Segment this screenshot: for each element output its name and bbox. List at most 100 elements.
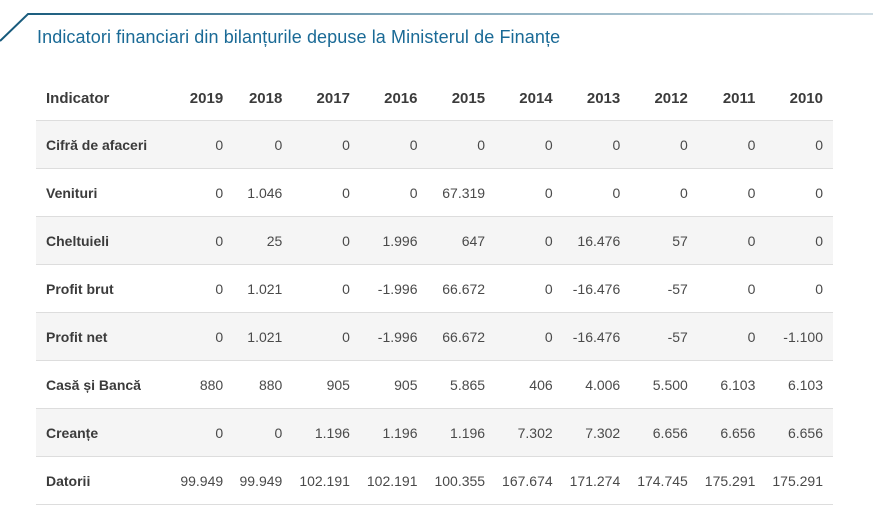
cell-value: 99.949: [174, 456, 234, 505]
table-row: Cifră de afaceri 0 0 0 0 0 0 0 0 0 0: [36, 120, 833, 169]
cell-value: 66.672: [427, 312, 496, 361]
column-header-year: 2017: [292, 76, 360, 121]
table-header: Indicator 2019 2018 2017 2016 2015 2014 2013 201…: [36, 76, 833, 121]
cell-value: 6.656: [630, 408, 698, 457]
cell-value: 0: [697, 264, 766, 313]
cell-value: 1.196: [292, 408, 360, 457]
row-label: Cifră de afaceri: [36, 120, 174, 169]
cell-value: 905: [292, 360, 360, 409]
row-label: Profit net: [36, 312, 174, 361]
cell-value: 175.291: [697, 456, 766, 505]
financial-table-container: Indicator 2019 2018 2017 2016 2015 2014 2013 201…: [36, 76, 833, 505]
table-row: Profit brut 0 1.021 0 -1.996 66.672 0 -16.476 -5…: [36, 264, 833, 313]
cell-value: 167.674: [495, 456, 563, 505]
cell-value: -57: [630, 264, 698, 313]
column-header-year: 2019: [174, 76, 234, 121]
cell-value: 0: [292, 264, 360, 313]
cell-value: 1.021: [233, 312, 293, 361]
cell-value: 0: [697, 120, 766, 169]
row-label: Casă și Bancă: [36, 360, 174, 409]
cell-value: 6.103: [697, 360, 766, 409]
cell-value: 0: [427, 120, 496, 169]
table-row: Casă și Bancă 880 880 905 905 5.865 406 4.006 5.…: [36, 360, 833, 409]
table-body: Cifră de afaceri 0 0 0 0 0 0 0 0 0 0 Venituri 0 1.046…: [36, 120, 833, 505]
column-header-year: 2018: [233, 76, 293, 121]
column-header-year: 2012: [630, 76, 698, 121]
cell-value: 0: [174, 408, 234, 457]
cell-value: 0: [697, 312, 766, 361]
table-row: Datorii 99.949 99.949 102.191 102.191 100.355…: [36, 456, 833, 505]
cell-value: 0: [359, 168, 428, 217]
cell-value: -16.476: [562, 312, 631, 361]
row-label: Datorii: [36, 456, 174, 505]
column-header-year: 2010: [765, 76, 833, 121]
cell-value: 0: [174, 264, 234, 313]
cell-value: 100.355: [427, 456, 496, 505]
cell-value: 0: [562, 168, 631, 217]
cell-value: -1.996: [359, 264, 428, 313]
cell-value: 174.745: [630, 456, 698, 505]
cell-value: 0: [233, 408, 293, 457]
column-header-year: 2011: [697, 76, 766, 121]
cell-value: 0: [292, 312, 360, 361]
cell-value: 0: [174, 216, 234, 265]
row-label: Venituri: [36, 168, 174, 217]
cell-value: 25: [233, 216, 293, 265]
cell-value: 6.656: [765, 408, 833, 457]
cell-value: -16.476: [562, 264, 631, 313]
cell-value: 1.046: [233, 168, 293, 217]
cell-value: 0: [495, 264, 563, 313]
cell-value: 6.656: [697, 408, 766, 457]
financial-indicators-table: Indicator 2019 2018 2017 2016 2015 2014 2013 201…: [36, 76, 833, 505]
cell-value: 647: [427, 216, 496, 265]
cell-value: 0: [174, 312, 234, 361]
cell-value: 102.191: [292, 456, 360, 505]
cell-value: 0: [174, 168, 234, 217]
cell-value: 0: [495, 216, 563, 265]
table-row: Cheltuieli 0 25 0 1.996 647 0 16.476 57 0 0: [36, 216, 833, 265]
cell-value: 171.274: [562, 456, 631, 505]
cell-value: 0: [495, 120, 563, 169]
table-row: Profit net 0 1.021 0 -1.996 66.672 0 -16.476 -57…: [36, 312, 833, 361]
cell-value: 0: [765, 120, 833, 169]
cell-value: 0: [765, 216, 833, 265]
cell-value: 1.996: [359, 216, 428, 265]
cell-value: 0: [359, 120, 428, 169]
cell-value: 880: [174, 360, 234, 409]
cell-value: -1.996: [359, 312, 428, 361]
page-title: Indicatori financiari din bilanțurile de…: [37, 27, 561, 47]
cell-value: 0: [765, 168, 833, 217]
cell-value: 0: [630, 168, 698, 217]
cell-value: 7.302: [495, 408, 563, 457]
cell-value: 67.319: [427, 168, 496, 217]
cell-value: 905: [359, 360, 428, 409]
cell-value: -1.100: [765, 312, 833, 361]
cell-value: 175.291: [765, 456, 833, 505]
cell-value: 5.865: [427, 360, 496, 409]
cell-value: 6.103: [765, 360, 833, 409]
cell-value: 0: [562, 120, 631, 169]
cell-value: 16.476: [562, 216, 631, 265]
cell-value: 0: [630, 120, 698, 169]
cell-value: 0: [233, 120, 293, 169]
cell-value: 4.006: [562, 360, 631, 409]
cell-value: 99.949: [233, 456, 293, 505]
row-label: Creanțe: [36, 408, 174, 457]
column-header-year: 2013: [562, 76, 631, 121]
column-header-year: 2015: [427, 76, 496, 121]
cell-value: 0: [495, 312, 563, 361]
cell-value: 0: [495, 168, 563, 217]
cell-value: 0: [697, 168, 766, 217]
cell-value: 0: [292, 120, 360, 169]
column-header-year: 2016: [359, 76, 428, 121]
cell-value: 1.196: [427, 408, 496, 457]
cell-value: 7.302: [562, 408, 631, 457]
cell-value: 0: [765, 264, 833, 313]
cell-value: 102.191: [359, 456, 428, 505]
table-row: Venituri 0 1.046 0 0 67.319 0 0 0 0 0: [36, 168, 833, 217]
cell-value: 0: [697, 216, 766, 265]
column-header-indicator: Indicator: [36, 76, 174, 121]
row-label: Profit brut: [36, 264, 174, 313]
cell-value: 0: [292, 168, 360, 217]
